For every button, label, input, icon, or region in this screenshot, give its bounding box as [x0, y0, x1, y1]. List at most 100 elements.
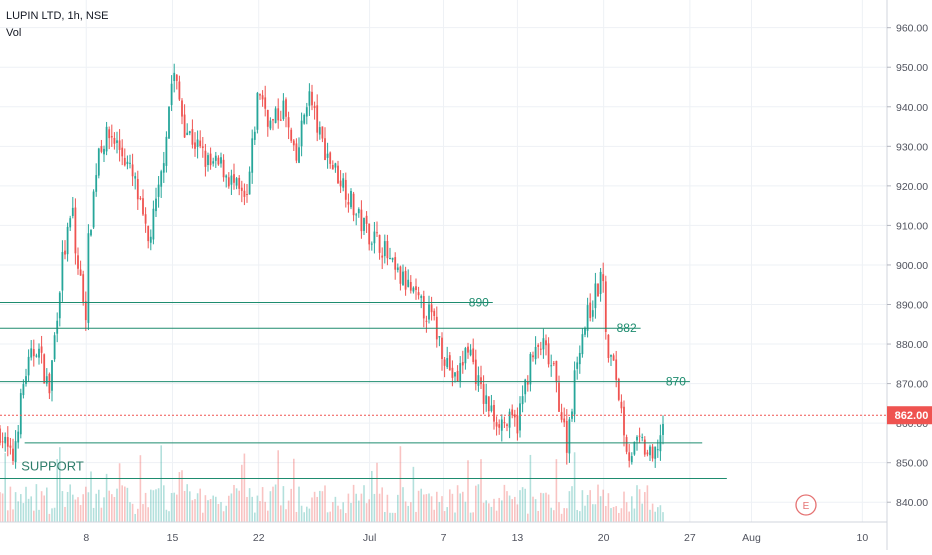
candle-body	[225, 175, 228, 178]
volume-bar	[321, 491, 324, 522]
candle-body	[368, 223, 371, 245]
volume-bar	[30, 496, 32, 522]
volume-bar	[550, 507, 552, 522]
candle-body	[71, 207, 74, 216]
price-tick-label: 960.00	[896, 23, 928, 35]
volume-bar	[451, 493, 454, 522]
volume-bar	[144, 492, 147, 522]
volume-bar	[654, 511, 656, 522]
candle-body	[207, 155, 209, 165]
volume-bar	[282, 486, 285, 522]
candle-body	[0, 428, 1, 443]
candle-body	[454, 372, 456, 377]
candle-body	[493, 404, 495, 422]
candle-body	[311, 91, 313, 106]
volume-bar	[337, 505, 339, 522]
volume-bar	[514, 496, 516, 522]
price-axis[interactable]: 960.00 950.00 940.00 930.00 920.00 910.00 900.…	[886, 0, 928, 550]
volume-bar	[14, 492, 17, 522]
earnings-marker[interactable]: E	[795, 494, 817, 516]
candle-body	[649, 446, 651, 456]
volume-bar	[241, 464, 243, 522]
time-axis[interactable]: 8 15 22 Jul 7 13 20 27 Aug 10	[0, 521, 887, 544]
volume-bar	[649, 509, 651, 522]
volume-bar	[446, 507, 448, 522]
candle-body	[261, 95, 264, 100]
volume-bars	[0, 445, 664, 522]
volume-bar	[631, 496, 633, 522]
earnings-letter: E	[803, 501, 810, 512]
volume-bar	[56, 459, 58, 522]
candle-body	[381, 255, 384, 258]
volume-bar	[540, 492, 542, 522]
volume-label: Vol	[6, 27, 22, 39]
volume-bar	[33, 510, 35, 522]
volume-bar	[332, 502, 334, 522]
time-tick-label: Jul	[363, 532, 376, 544]
candle-body	[654, 446, 657, 459]
volume-bar	[43, 495, 45, 522]
candle-body	[396, 267, 399, 271]
candle-body	[175, 74, 178, 81]
volume-bar	[22, 503, 25, 522]
candle-body	[87, 233, 90, 323]
candle-body	[630, 456, 633, 463]
candle-body	[92, 191, 95, 228]
time-tick-label: 7	[441, 532, 447, 544]
volume-bar	[85, 486, 87, 522]
volume-bar	[126, 487, 129, 522]
candle-body	[316, 105, 319, 133]
candle-body	[474, 359, 477, 384]
candle-body	[292, 140, 295, 146]
candle-body	[651, 446, 654, 459]
candle-body	[295, 143, 298, 161]
candle-body	[82, 274, 85, 303]
candle-body	[66, 226, 69, 255]
candle-body	[290, 129, 293, 141]
candle-body	[576, 362, 579, 369]
candle-body	[383, 241, 386, 257]
candle-body	[188, 131, 191, 134]
time-tick-label: 8	[83, 532, 89, 544]
candle-body	[469, 349, 472, 356]
volume-bar	[498, 497, 500, 522]
volume-bar	[116, 488, 118, 522]
candle-body	[123, 157, 126, 166]
volume-bar	[259, 501, 261, 522]
volume-bar	[0, 492, 1, 522]
candle-body	[425, 320, 428, 322]
volume-bar	[261, 487, 264, 522]
horizontal-levels[interactable]: 890 882 870	[0, 296, 727, 479]
volume-bar	[163, 485, 165, 522]
volume-bar	[537, 510, 539, 522]
volume-bar	[300, 505, 303, 522]
candle-body	[212, 161, 215, 164]
earnings-icon[interactable]	[795, 494, 817, 516]
volume-bar	[287, 500, 290, 522]
price-tick-label: 890.00	[896, 300, 928, 312]
candle-body	[391, 257, 394, 260]
candle-body	[274, 108, 277, 123]
volume-bar	[462, 491, 464, 522]
candle-body	[329, 152, 332, 164]
volume-bar	[553, 510, 555, 522]
candle-body	[394, 257, 397, 270]
candle-body	[662, 423, 664, 435]
volume-bar	[490, 506, 493, 522]
volume-bar	[311, 497, 313, 522]
volume-bar	[365, 503, 368, 522]
candle-body	[298, 147, 300, 163]
candle-body	[656, 449, 659, 451]
volume-bar	[111, 494, 113, 522]
volume-bar	[612, 506, 615, 522]
candle-body	[144, 214, 147, 224]
candle-body	[568, 419, 571, 454]
candle-body	[110, 136, 113, 138]
candle-body	[521, 396, 524, 405]
candle-body	[503, 422, 506, 424]
candle-body	[253, 131, 256, 140]
candle-body	[586, 305, 589, 331]
candle-body	[378, 234, 381, 253]
